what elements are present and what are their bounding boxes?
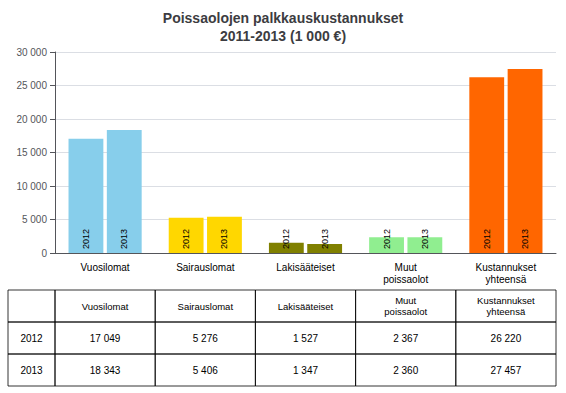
svg-text:10 000: 10 000 bbox=[16, 181, 47, 192]
svg-text:1 347: 1 347 bbox=[293, 365, 318, 376]
svg-text:1 527: 1 527 bbox=[293, 333, 318, 344]
svg-text:Poissaolojen palkkauskustannuk: Poissaolojen palkkauskustannukset bbox=[163, 10, 404, 26]
svg-text:Muut: Muut bbox=[395, 295, 416, 306]
svg-text:2012: 2012 bbox=[20, 333, 43, 344]
svg-text:25 000: 25 000 bbox=[16, 80, 47, 91]
svg-text:5 000: 5 000 bbox=[22, 214, 47, 225]
svg-text:2012: 2012 bbox=[382, 229, 392, 249]
svg-text:2 360: 2 360 bbox=[393, 365, 418, 376]
svg-text:Sairauslomat: Sairauslomat bbox=[176, 262, 235, 273]
svg-text:2012: 2012 bbox=[281, 229, 291, 249]
svg-text:poissaolot: poissaolot bbox=[383, 274, 428, 285]
svg-text:2012: 2012 bbox=[482, 229, 492, 249]
svg-text:2012: 2012 bbox=[181, 229, 191, 249]
svg-text:yhteensä: yhteensä bbox=[487, 306, 526, 317]
svg-text:17 049: 17 049 bbox=[90, 333, 121, 344]
svg-text:Lakisääteiset: Lakisääteiset bbox=[278, 301, 334, 312]
svg-text:5 406: 5 406 bbox=[193, 365, 218, 376]
svg-text:15 000: 15 000 bbox=[16, 147, 47, 158]
svg-text:Kustannukset: Kustannukset bbox=[477, 295, 535, 306]
svg-text:Kustannukset: Kustannukset bbox=[476, 262, 537, 273]
svg-text:30 000: 30 000 bbox=[16, 47, 47, 58]
svg-text:yhteensä: yhteensä bbox=[486, 274, 527, 285]
svg-text:2013: 2013 bbox=[520, 229, 530, 249]
svg-text:27 457: 27 457 bbox=[491, 365, 522, 376]
svg-text:2013: 2013 bbox=[20, 365, 43, 376]
svg-text:2 367: 2 367 bbox=[393, 333, 418, 344]
svg-text:2013: 2013 bbox=[219, 229, 229, 249]
svg-text:26 220: 26 220 bbox=[491, 333, 522, 344]
svg-text:2011-2013 (1 000 €): 2011-2013 (1 000 €) bbox=[220, 28, 346, 44]
svg-text:Sairauslomat: Sairauslomat bbox=[178, 301, 234, 312]
svg-text:2013: 2013 bbox=[420, 229, 430, 249]
svg-text:20 000: 20 000 bbox=[16, 114, 47, 125]
svg-text:0: 0 bbox=[41, 248, 47, 259]
svg-text:Vuosilomat: Vuosilomat bbox=[81, 262, 130, 273]
svg-text:Vuosilomat: Vuosilomat bbox=[82, 301, 129, 312]
svg-text:5 276: 5 276 bbox=[193, 333, 218, 344]
svg-text:2013: 2013 bbox=[119, 229, 129, 249]
svg-text:Muut: Muut bbox=[395, 262, 417, 273]
svg-text:18 343: 18 343 bbox=[90, 365, 121, 376]
svg-text:2013: 2013 bbox=[320, 229, 330, 249]
svg-text:poissaolot: poissaolot bbox=[384, 306, 427, 317]
svg-text:Lakisääteiset: Lakisääteiset bbox=[276, 262, 335, 273]
svg-text:2012: 2012 bbox=[81, 229, 91, 249]
